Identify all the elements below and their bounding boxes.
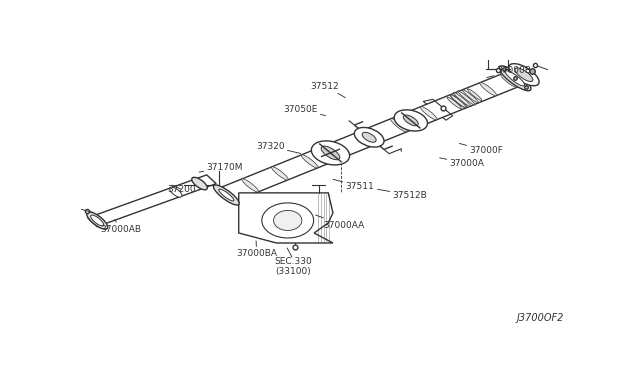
Text: 37000BA: 37000BA	[236, 241, 277, 258]
Polygon shape	[88, 175, 216, 227]
Ellipse shape	[451, 95, 467, 108]
Ellipse shape	[321, 146, 340, 160]
Ellipse shape	[467, 89, 482, 100]
Text: SEC.330
(33100): SEC.330 (33100)	[275, 257, 312, 276]
Text: 37000F: 37000F	[460, 144, 503, 155]
Ellipse shape	[301, 155, 318, 168]
Ellipse shape	[450, 94, 467, 108]
Ellipse shape	[506, 71, 525, 86]
Ellipse shape	[213, 185, 239, 205]
Text: 37000AA: 37000AA	[316, 215, 364, 230]
Ellipse shape	[242, 179, 259, 192]
Ellipse shape	[361, 131, 378, 144]
Ellipse shape	[262, 203, 314, 238]
Text: J3700OF2: J3700OF2	[516, 313, 564, 323]
Ellipse shape	[509, 64, 539, 86]
Text: 37000AB: 37000AB	[100, 219, 141, 234]
Text: 37050E: 37050E	[284, 105, 326, 116]
Polygon shape	[239, 193, 333, 243]
Text: 37000A: 37000A	[440, 158, 484, 168]
Ellipse shape	[458, 91, 476, 105]
Ellipse shape	[273, 211, 302, 231]
Ellipse shape	[91, 215, 104, 226]
Text: 37170M: 37170M	[199, 163, 243, 172]
Ellipse shape	[271, 167, 288, 180]
Ellipse shape	[192, 177, 207, 190]
Ellipse shape	[394, 110, 428, 131]
Ellipse shape	[463, 90, 479, 103]
Ellipse shape	[86, 212, 108, 229]
Ellipse shape	[170, 187, 182, 197]
Ellipse shape	[390, 119, 407, 132]
Ellipse shape	[362, 132, 376, 142]
Text: 37000B: 37000B	[486, 66, 531, 78]
Ellipse shape	[355, 128, 384, 147]
Text: 37512B: 37512B	[378, 189, 428, 199]
Text: 37200: 37200	[167, 185, 195, 194]
Ellipse shape	[403, 115, 419, 126]
Ellipse shape	[499, 66, 531, 91]
Ellipse shape	[454, 92, 471, 107]
Text: 37320: 37320	[256, 142, 301, 154]
Ellipse shape	[447, 97, 461, 109]
Ellipse shape	[500, 74, 517, 87]
Ellipse shape	[515, 68, 533, 81]
Ellipse shape	[219, 189, 234, 201]
Ellipse shape	[480, 83, 497, 96]
Text: 37512: 37512	[310, 82, 346, 97]
Ellipse shape	[311, 141, 349, 165]
Ellipse shape	[331, 142, 348, 156]
Text: 37511: 37511	[333, 179, 374, 191]
Ellipse shape	[420, 106, 437, 120]
Polygon shape	[218, 68, 532, 202]
